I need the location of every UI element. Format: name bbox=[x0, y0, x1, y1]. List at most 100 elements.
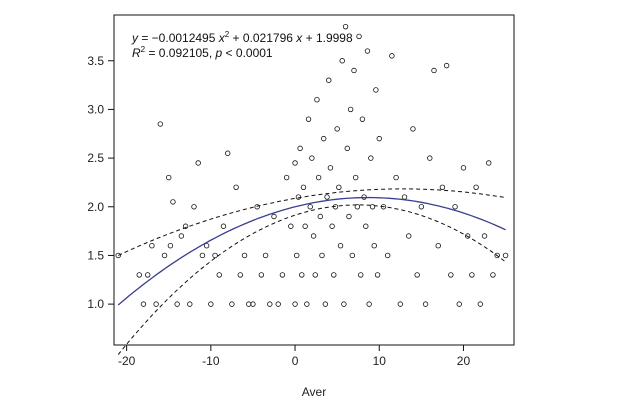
data-point bbox=[490, 272, 496, 278]
data-point bbox=[203, 243, 210, 249]
lower-confidence-line bbox=[117, 204, 506, 355]
fit-curves bbox=[117, 188, 506, 355]
data-point bbox=[305, 116, 312, 122]
data-point bbox=[393, 174, 399, 181]
eq-coef2: + 0.021796 bbox=[229, 31, 296, 45]
data-point bbox=[271, 213, 277, 220]
upper-confidence-line bbox=[117, 188, 506, 256]
data-point bbox=[199, 252, 206, 259]
data-point bbox=[473, 184, 479, 191]
data-point bbox=[341, 301, 347, 307]
data-points bbox=[115, 23, 509, 307]
data-point bbox=[182, 223, 189, 229]
data-point bbox=[460, 165, 467, 171]
data-point bbox=[167, 243, 174, 249]
fit-line bbox=[117, 196, 506, 306]
data-point bbox=[410, 126, 416, 132]
eq-sup: 2 bbox=[225, 30, 230, 39]
data-point bbox=[376, 135, 382, 142]
data-point bbox=[267, 301, 273, 307]
data-point bbox=[351, 67, 357, 74]
data-point bbox=[153, 301, 159, 307]
data-point bbox=[166, 174, 172, 181]
data-point bbox=[258, 272, 265, 278]
data-point bbox=[220, 223, 227, 229]
data-point bbox=[373, 87, 379, 93]
data-point bbox=[352, 174, 359, 181]
data-point bbox=[435, 243, 441, 249]
data-point bbox=[174, 301, 180, 307]
data-point bbox=[354, 204, 361, 210]
x-tick-label: 10 bbox=[373, 354, 387, 368]
data-point bbox=[309, 155, 315, 161]
data-point bbox=[299, 272, 305, 278]
data-point bbox=[439, 184, 446, 191]
data-point bbox=[304, 301, 310, 307]
eq-x2: x bbox=[295, 31, 303, 45]
data-point bbox=[443, 62, 450, 69]
data-point bbox=[279, 272, 286, 278]
data-point bbox=[315, 174, 322, 181]
data-point bbox=[331, 272, 337, 278]
data-point bbox=[302, 223, 308, 229]
data-point bbox=[216, 272, 222, 278]
data-point bbox=[359, 116, 366, 122]
eq-x1: x bbox=[218, 31, 226, 45]
y-tick-label: 1.0 bbox=[87, 297, 104, 311]
data-point bbox=[292, 160, 298, 166]
y-tick-label: 3.0 bbox=[87, 102, 104, 116]
data-point bbox=[481, 233, 488, 239]
data-point bbox=[144, 272, 151, 278]
data-point bbox=[427, 155, 433, 161]
r2-p: p bbox=[215, 46, 223, 60]
data-point bbox=[418, 204, 425, 210]
data-point bbox=[115, 252, 121, 259]
r2-sup: 2 bbox=[141, 45, 146, 54]
data-point bbox=[297, 145, 303, 152]
data-point bbox=[329, 223, 335, 229]
data-point bbox=[358, 272, 364, 278]
eq-intercept: + 1.9998 bbox=[302, 31, 353, 45]
data-point bbox=[371, 243, 377, 249]
data-point bbox=[368, 155, 374, 161]
data-point bbox=[337, 243, 344, 249]
data-point bbox=[486, 160, 492, 166]
data-point bbox=[195, 160, 201, 166]
data-point bbox=[452, 204, 458, 210]
data-point bbox=[283, 174, 290, 181]
data-point bbox=[319, 252, 325, 259]
r2-r: R bbox=[132, 46, 141, 60]
data-point bbox=[312, 272, 318, 278]
data-point bbox=[191, 204, 197, 210]
data-point bbox=[364, 48, 371, 54]
x-tick-label: -10 bbox=[202, 354, 220, 368]
data-point bbox=[347, 106, 354, 113]
data-point bbox=[295, 194, 302, 200]
data-point bbox=[349, 252, 356, 259]
data-point bbox=[136, 272, 142, 278]
data-point bbox=[369, 204, 376, 210]
data-point bbox=[288, 223, 294, 229]
data-point bbox=[237, 272, 244, 278]
data-point bbox=[161, 252, 168, 259]
x-tick-label: -20 bbox=[118, 354, 136, 368]
data-point bbox=[456, 301, 462, 307]
axis-ticks: -20 -10 0 10 20 1.0 1.5 2.0 2.5 3.0 3.5 bbox=[87, 54, 470, 368]
x-tick-label: 20 bbox=[457, 354, 471, 368]
y-tick-label: 2.0 bbox=[87, 200, 104, 214]
data-point bbox=[363, 223, 369, 229]
r2-p-value: < 0.0001 bbox=[222, 46, 273, 60]
data-point bbox=[469, 272, 475, 278]
data-point bbox=[346, 213, 352, 220]
data-point bbox=[233, 184, 239, 191]
equation-annotation: y = −0.0012495 x2 + 0.021796 x + 1.9998 bbox=[131, 30, 353, 45]
data-point bbox=[324, 194, 330, 200]
data-point bbox=[300, 184, 307, 191]
data-point bbox=[187, 301, 193, 307]
data-point bbox=[422, 301, 429, 307]
data-point bbox=[502, 252, 509, 259]
data-point bbox=[140, 301, 147, 307]
data-point bbox=[294, 252, 300, 259]
data-point bbox=[464, 233, 471, 239]
